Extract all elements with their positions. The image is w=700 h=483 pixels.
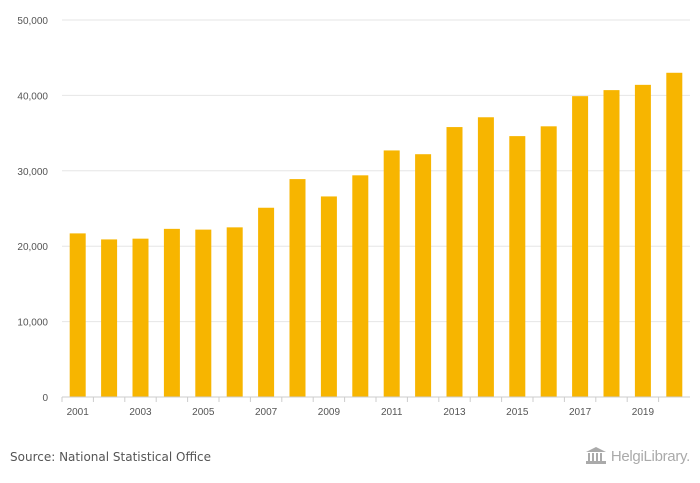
x-tick-label: 2007 [255, 407, 278, 418]
bar-2011[interactable] [383, 150, 400, 397]
bar-chart: 0 10,000 20,000 30,000 40,000 50,000 2001 2003… [17, 16, 690, 418]
y-tick-label: 50,000 [17, 16, 48, 27]
bar-2015[interactable] [509, 136, 526, 397]
bar-2002[interactable] [101, 239, 118, 397]
x-tick-label: 2017 [569, 407, 592, 418]
y-tick-label: 0 [42, 393, 48, 404]
bar-2018[interactable] [603, 90, 620, 397]
bar-2012[interactable] [415, 154, 432, 397]
bar-2010[interactable] [352, 175, 369, 397]
x-tick-label: 2019 [632, 407, 655, 418]
x-tick-label: 2013 [443, 407, 466, 418]
x-tick-label: 2011 [381, 407, 403, 418]
gridlines [62, 19, 690, 323]
x-tick-label: 2005 [192, 407, 215, 418]
y-axis-ticks: 0 10,000 20,000 30,000 40,000 50,000 [17, 16, 48, 404]
x-tick-label: 2009 [318, 407, 341, 418]
y-tick-label: 40,000 [17, 91, 48, 102]
x-tick-label: 2015 [506, 407, 529, 418]
y-tick-label: 30,000 [17, 167, 48, 178]
bar-2014[interactable] [477, 117, 494, 398]
bar-2009[interactable] [320, 196, 337, 397]
bar-2001[interactable] [69, 233, 86, 397]
bar-2007[interactable] [258, 207, 275, 397]
x-tick-label: 2003 [129, 407, 152, 418]
bar-2019[interactable] [634, 84, 651, 398]
bar-2017[interactable] [572, 96, 589, 398]
bar-2013[interactable] [446, 127, 463, 398]
helgilibrary-logo[interactable]: HelgiLibrary. [585, 447, 690, 465]
bar-2008[interactable] [289, 179, 306, 397]
bar-2004[interactable] [163, 228, 180, 397]
source-note: Source: National Statistical Office [10, 450, 212, 464]
bar-2016[interactable] [540, 126, 557, 398]
bar-2005[interactable] [195, 229, 212, 397]
library-building-icon [585, 447, 606, 464]
y-tick-label: 20,000 [17, 242, 48, 253]
y-tick-label: 10,000 [17, 318, 48, 329]
bar-2020[interactable] [666, 72, 683, 397]
x-axis-ticks: 2001 2003 2005 2007 2009 2011 2013 2015 2017 2019 [61, 397, 660, 418]
bars [69, 72, 683, 398]
footer: Source: National Statistical Office Helg… [0, 440, 700, 483]
bar-2003[interactable] [132, 238, 149, 397]
bar-2006[interactable] [226, 227, 243, 397]
x-tick-label: 2001 [67, 407, 90, 418]
logo-text: HelgiLibrary. [610, 447, 690, 465]
